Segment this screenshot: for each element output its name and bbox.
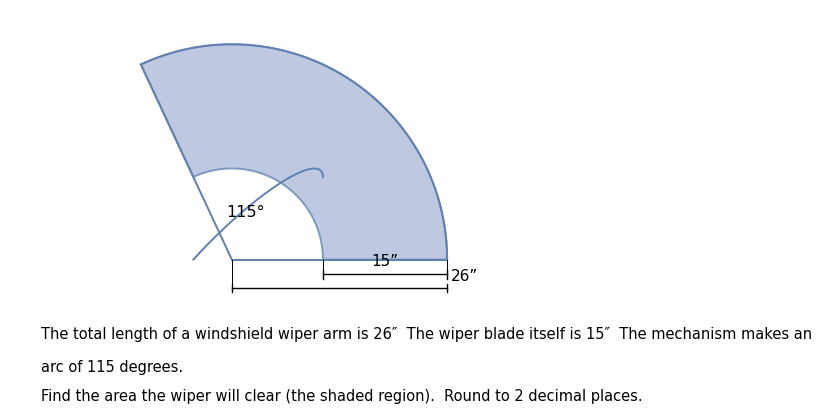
Text: arc of 115 degrees.: arc of 115 degrees. <box>41 360 184 375</box>
Text: The total length of a windshield wiper arm is 26″  The wiper blade itself is 15″: The total length of a windshield wiper a… <box>41 327 811 342</box>
Polygon shape <box>141 44 447 260</box>
Text: Find the area the wiper will clear (the shaded region).  Round to 2 decimal plac: Find the area the wiper will clear (the … <box>41 389 643 404</box>
Text: 26”: 26” <box>451 269 478 284</box>
Text: 115°: 115° <box>226 205 265 220</box>
Text: 15”: 15” <box>371 254 398 269</box>
